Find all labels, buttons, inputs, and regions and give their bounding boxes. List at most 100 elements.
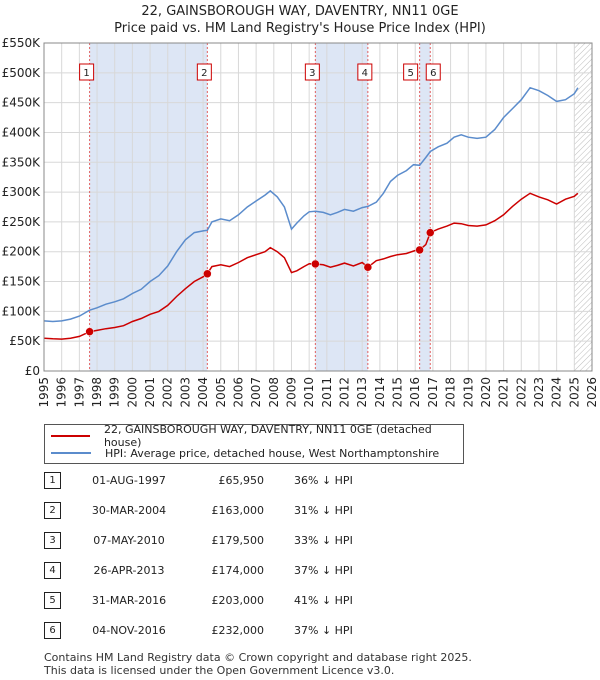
y-tick-label: £50K [9, 334, 41, 348]
sale-number-box [357, 63, 373, 81]
sale-number-label: 4 [362, 68, 368, 79]
x-tick-label: 2000 [125, 377, 139, 408]
sale-number-label: 1 [83, 68, 89, 79]
x-tick-label: 2007 [249, 377, 263, 408]
y-tick-label: £400K [2, 125, 42, 139]
y-tick-label: £350K [2, 155, 42, 169]
ownership-band [89, 43, 208, 371]
sale-row: 4 26-APR-2013 £174,000 37% ↓ HPI [44, 562, 444, 580]
sale-number-label: 2 [201, 68, 207, 79]
sale-point [426, 228, 435, 237]
x-tick-label: 1996 [55, 377, 69, 408]
chart-subtitle: Price paid vs. HM Land Registry's House … [114, 21, 486, 36]
x-tick-label: 2023 [532, 377, 546, 408]
sale-price: £163,000 [211, 504, 265, 517]
sale-date: 07-MAY-2010 [93, 534, 165, 547]
sale-point [415, 245, 424, 255]
sale-number-badge: 6 [44, 622, 61, 639]
x-tick-label: 2024 [550, 377, 564, 408]
sale-point [203, 269, 212, 279]
sale-number-badge: 5 [44, 592, 61, 609]
sale-date: 30-MAR-2004 [91, 504, 167, 517]
sale-number-badge: 3 [44, 532, 61, 549]
property-legend-label: 22, GAINSBOROUGH WAY, DAVENTRY, NN11 0GE… [103, 423, 432, 449]
y-tick-label: £550K [2, 36, 42, 50]
sale-number-box [196, 63, 212, 81]
sale-date: 31-MAR-2016 [91, 594, 167, 607]
sale-price: £174,000 [211, 564, 265, 577]
sale-number-box [425, 63, 441, 81]
x-tick-label: 2003 [178, 377, 192, 408]
sale-row: 5 31-MAR-2016 £203,000 41% ↓ HPI [44, 592, 444, 610]
sale-row: 1 01-AUG-1997 £65,950 36% ↓ HPI [44, 472, 444, 490]
sale-hpi-diff: 31% ↓ HPI [294, 504, 353, 517]
x-tick-label: 2012 [338, 377, 352, 408]
future-hatch [574, 43, 592, 371]
licence-line: This data is licensed under the Open Gov… [44, 664, 395, 677]
y-tick-label: £450K [2, 96, 42, 110]
x-tick-label: 2009 [284, 377, 298, 408]
y-tick-label: £100K [2, 304, 42, 318]
y-tick-label: £500K [2, 66, 42, 80]
x-tick-label: 2026 [585, 377, 599, 408]
property-legend-swatch [51, 435, 90, 437]
ownership-band [419, 43, 431, 371]
x-tick-label: 2019 [461, 377, 475, 408]
x-tick-label: 2008 [267, 377, 281, 408]
x-tick-label: 2013 [355, 377, 369, 408]
x-tick-label: 2018 [444, 377, 458, 408]
sale-number-label: 5 [407, 68, 413, 79]
chart-title: 22, GAINSBOROUGH WAY, DAVENTRY, NN11 0GE [141, 4, 459, 19]
x-tick-label: 1999 [108, 377, 122, 408]
y-tick-label: £300K [2, 185, 42, 199]
sale-hpi-diff: 33% ↓ HPI [294, 534, 353, 547]
sale-number-badge: 4 [44, 562, 61, 579]
sale-hpi-diff: 36% ↓ HPI [294, 474, 353, 487]
sale-number-label: 3 [309, 68, 315, 79]
x-tick-label: 1995 [37, 377, 51, 408]
y-tick-label: £0 [25, 364, 40, 378]
x-tick-label: 2010 [302, 377, 316, 408]
sale-number-badge: 2 [44, 502, 61, 519]
sale-date: 01-AUG-1997 [92, 474, 166, 487]
sale-price: £203,000 [211, 594, 265, 607]
sale-number-badge: 1 [44, 472, 61, 489]
hpi-line [43, 86, 579, 323]
sale-number-box [79, 63, 95, 81]
y-tick-label: £200K [2, 245, 42, 259]
plot-border [43, 42, 593, 372]
x-tick-label: 2011 [320, 377, 334, 408]
sale-row: 2 30-MAR-2004 £163,000 31% ↓ HPI [44, 502, 444, 520]
sale-hpi-diff: 41% ↓ HPI [294, 594, 353, 607]
sale-hpi-diff: 37% ↓ HPI [294, 564, 353, 577]
price-chart: £0 £50K £100K £150K £200K £250K £300K £350K £400… [2, 36, 599, 408]
x-tick-label: 1998 [90, 377, 104, 408]
y-tick-label: £150K [2, 275, 42, 289]
sale-hpi-diff: 37% ↓ HPI [294, 624, 353, 637]
x-tick-label: 2014 [373, 377, 387, 408]
x-tick-label: 2005 [214, 377, 228, 408]
footer: Contains HM Land Registry data © Crown c… [44, 651, 472, 677]
sale-row: 3 07-MAY-2010 £179,500 33% ↓ HPI [44, 532, 444, 550]
sale-point [363, 262, 373, 272]
sale-point [85, 327, 94, 336]
chart-legend: 22, GAINSBOROUGH WAY, DAVENTRY, NN11 0GE… [44, 423, 464, 464]
x-tick-label: 2016 [408, 377, 422, 408]
sale-number-box [403, 63, 419, 81]
x-tick-label: 2025 [567, 377, 581, 408]
sale-row: 6 04-NOV-2016 £232,000 37% ↓ HPI [44, 622, 444, 640]
x-tick-label: 2017 [426, 377, 440, 408]
sale-date: 26-APR-2013 [93, 564, 165, 577]
x-tick-label: 2021 [497, 377, 511, 408]
x-tick-label: 2015 [391, 377, 405, 408]
x-tick-label: 2020 [479, 377, 493, 408]
sale-number-label: 6 [430, 68, 436, 79]
x-tick-label: 2001 [143, 377, 157, 408]
sale-date: 04-NOV-2016 [92, 624, 166, 637]
sale-price: £232,000 [211, 624, 265, 637]
y-tick-label: £250K [2, 215, 42, 229]
x-tick-label: 2006 [231, 377, 245, 408]
sale-number-box [304, 63, 320, 81]
x-tick-label: 2022 [514, 377, 528, 408]
hpi-legend-label: HPI: Average price, detached house, West… [105, 446, 440, 460]
